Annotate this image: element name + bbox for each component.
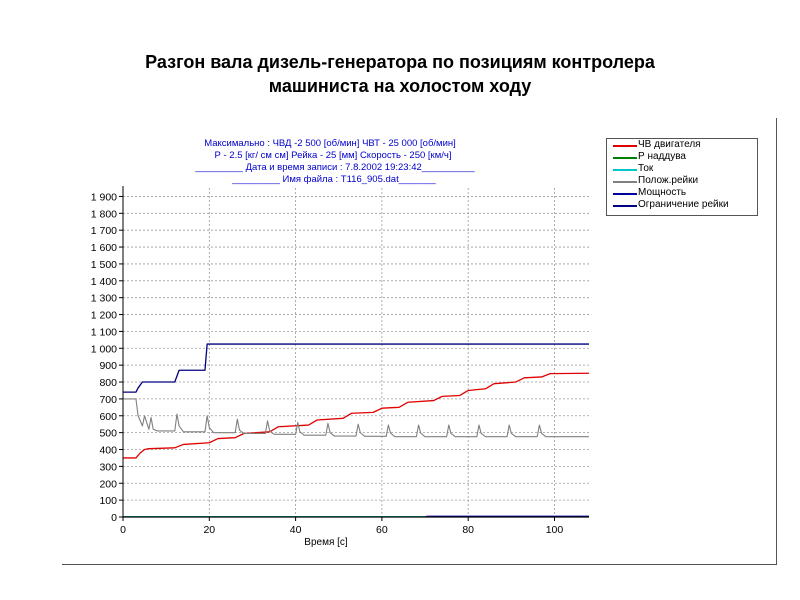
legend-label-boost-pressure: Р наддува bbox=[638, 151, 686, 163]
legend-item-rack-position: Полож.рейки bbox=[607, 175, 757, 187]
y-tick-label: 1 400 bbox=[91, 276, 117, 288]
x-tick-label: 40 bbox=[290, 524, 302, 536]
chart-header-line-2: Р - 2.5 [кг/ см см] Рейка - 25 [мм] Скор… bbox=[215, 150, 452, 161]
y-tick-label: 0 bbox=[111, 512, 117, 524]
y-tick-label: 1 900 bbox=[91, 191, 117, 203]
y-tick-label: 1 300 bbox=[91, 293, 117, 305]
legend-label-rack-position: Полож.рейки bbox=[638, 175, 698, 187]
y-tick-label: 800 bbox=[99, 377, 117, 389]
y-tick-label: 500 bbox=[99, 428, 117, 440]
legend-label-rack-limit: Ограничение рейки bbox=[638, 199, 729, 211]
y-tick-label: 600 bbox=[99, 411, 117, 423]
y-tick-label: 700 bbox=[99, 394, 117, 406]
y-tick-label: 1 500 bbox=[91, 259, 117, 271]
x-tick-label: 60 bbox=[376, 524, 388, 536]
x-tick-label: 100 bbox=[546, 524, 564, 536]
y-tick-label: 300 bbox=[99, 461, 117, 473]
legend-swatch-rack-limit bbox=[613, 205, 637, 207]
x-tick-label: 80 bbox=[462, 524, 474, 536]
y-tick-label: 400 bbox=[99, 445, 117, 457]
legend-swatch-current bbox=[613, 169, 637, 171]
plot-background bbox=[123, 188, 589, 517]
y-tick-label: 1 000 bbox=[91, 343, 117, 355]
y-tick-label: 200 bbox=[99, 478, 117, 490]
legend-item-current: Ток bbox=[607, 163, 757, 175]
legend-label-current: Ток bbox=[638, 163, 653, 175]
y-tick-label: 1 600 bbox=[91, 242, 117, 254]
legend-label-power: Мощность bbox=[638, 187, 686, 199]
x-tick-label: 20 bbox=[203, 524, 215, 536]
legend-swatch-power bbox=[613, 193, 637, 195]
x-axis-label: Время [с] bbox=[304, 537, 348, 548]
legend-item-boost-pressure: Р наддува bbox=[607, 151, 757, 163]
y-tick-label: 100 bbox=[99, 495, 117, 507]
legend-item-rack-limit: Ограничение рейки bbox=[607, 199, 757, 211]
chart-legend: ЧВ двигателя Р наддува Ток Полож.рейки М… bbox=[606, 138, 758, 216]
legend-swatch-boost-pressure bbox=[613, 157, 637, 159]
legend-item-power: Мощность bbox=[607, 187, 757, 199]
y-tick-label: 1 700 bbox=[91, 225, 117, 237]
legend-swatch-rack-position bbox=[613, 181, 637, 183]
y-tick-label: 1 100 bbox=[91, 326, 117, 338]
y-tick-label: 1 200 bbox=[91, 310, 117, 322]
chart-header-line-3: _________ Дата и время записи : 7.8.2002… bbox=[194, 162, 475, 173]
legend-label-engine-speed: ЧВ двигателя bbox=[638, 139, 701, 151]
chart-header-line-4: _________ Имя файла : T116_905.dat______… bbox=[231, 174, 436, 185]
x-tick-label: 0 bbox=[120, 524, 126, 536]
chart-header-line-1: Максимально : ЧВД -2 500 [об/мин] ЧВТ - … bbox=[204, 138, 456, 149]
y-tick-label: 900 bbox=[99, 360, 117, 372]
legend-item-engine-speed: ЧВ двигателя bbox=[607, 139, 757, 151]
grid-layer bbox=[123, 188, 589, 517]
legend-swatch-engine-speed bbox=[613, 145, 637, 147]
y-tick-label: 1 800 bbox=[91, 208, 117, 220]
